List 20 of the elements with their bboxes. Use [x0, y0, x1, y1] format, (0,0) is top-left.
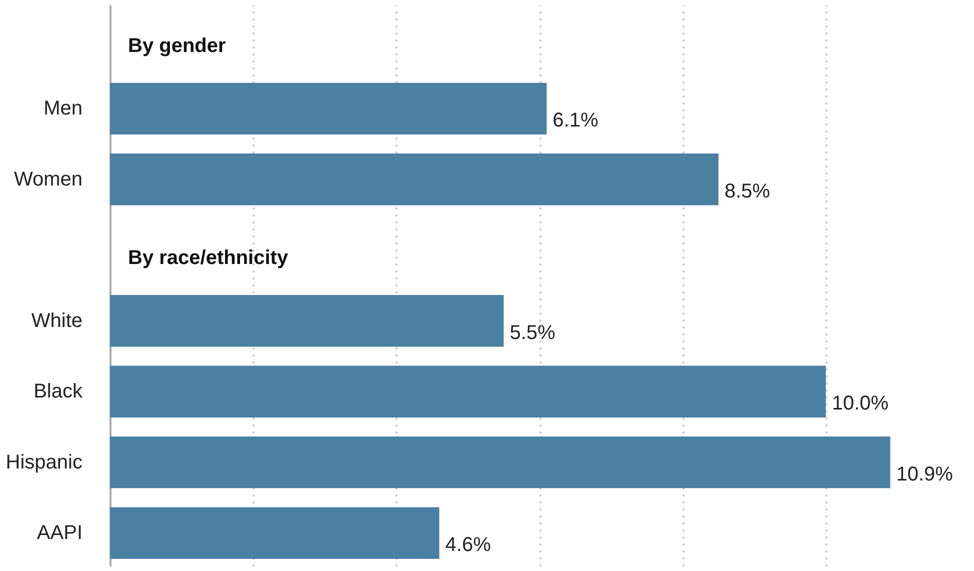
y-tick-label: Black: [34, 380, 84, 403]
data-label: 4.6%: [445, 534, 492, 556]
data-label: 10.0%: [832, 392, 889, 415]
bar: [110, 366, 826, 418]
y-tick-label: Women: [14, 168, 82, 190]
y-tick-label: White: [31, 310, 82, 332]
data-label: 8.5%: [724, 180, 770, 202]
y-tick-label: Hispanic: [6, 451, 82, 474]
bar: [110, 154, 718, 206]
y-tick-label: Men: [44, 98, 82, 120]
annotation: By gender: [128, 34, 226, 57]
bar: [110, 82, 547, 134]
data-label: 5.5%: [510, 322, 556, 344]
bar: [110, 436, 890, 488]
y-tick-label: AAPI: [36, 522, 82, 544]
annotation: By race/ethnicity: [128, 247, 289, 270]
data-label: 6.1%: [552, 110, 598, 132]
bar: [110, 295, 504, 347]
bar: [110, 507, 440, 559]
data-label: 10.9%: [896, 463, 954, 486]
